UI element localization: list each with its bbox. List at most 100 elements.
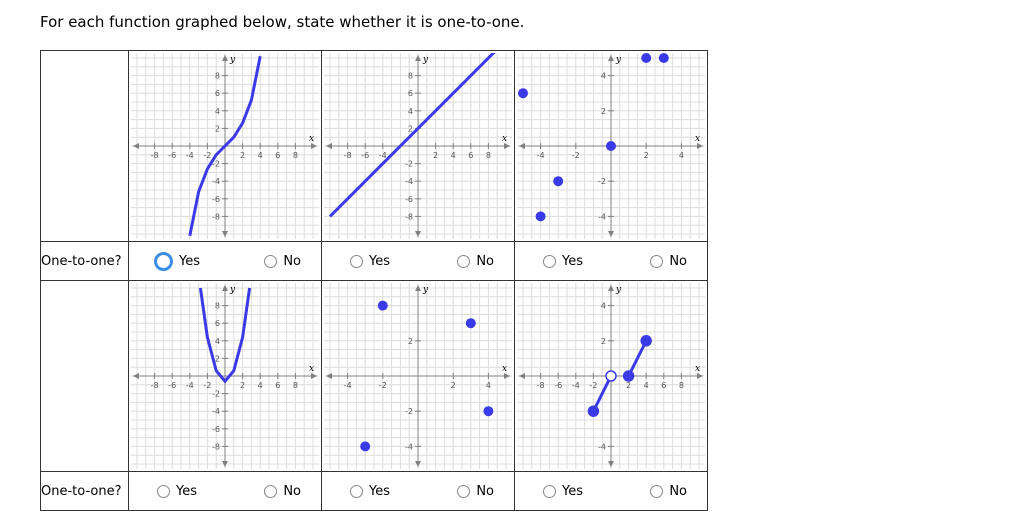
graph-cell-2: x y -8 -6 -4 2 4 6 8 8 6 4 2 -2 -4 -6 -8 [321, 50, 515, 242]
yes-option[interactable]: Yes [543, 254, 583, 269]
yes-radio[interactable] [157, 484, 170, 498]
x-tick-label: 2 [626, 381, 631, 390]
x-tick-label: 6 [275, 151, 280, 160]
x-axis-label: x [502, 134, 507, 144]
y-tick-label: -4 [405, 177, 413, 186]
no-option[interactable]: No [650, 254, 687, 269]
y-tick-label: -4 [598, 212, 606, 221]
no-option[interactable]: No [264, 484, 301, 499]
question-prompt: For each function graphed below, state w… [40, 13, 525, 31]
x-tick-label: 8 [293, 151, 298, 160]
y-tick-label: 8 [215, 72, 220, 81]
x-tick-label: 2 [433, 151, 438, 160]
no-option[interactable]: No [457, 254, 494, 269]
y-axis-label: y [229, 285, 236, 295]
x-axis-label: x [309, 364, 314, 374]
no-label: No [283, 253, 301, 269]
no-option[interactable]: No [457, 484, 494, 499]
y-axis-label: y [422, 285, 429, 295]
y-tick-label: -2 [405, 160, 413, 169]
x-tick-label: -6 [554, 381, 562, 390]
x-tick-label: -8 [344, 151, 352, 160]
no-radio[interactable] [650, 484, 664, 498]
y-tick-label: -2 [212, 390, 220, 399]
graph-5: x y -4 -2 2 4 2 -2 -4 [324, 283, 512, 469]
x-tick-label: 2 [240, 151, 245, 160]
no-radio[interactable] [264, 254, 278, 268]
yes-option[interactable]: Yes [154, 251, 200, 271]
yes-option[interactable]: Yes [350, 484, 390, 499]
y-tick-label: -4 [405, 442, 413, 451]
yes-label: Yes [369, 253, 390, 269]
y-tick-label: -2 [598, 177, 606, 186]
no-radio[interactable] [457, 484, 471, 498]
y-axis-label: y [615, 55, 622, 65]
x-tick-label: -2 [572, 151, 580, 160]
yes-option[interactable]: Yes [350, 254, 390, 269]
x-tick-label: -8 [537, 381, 545, 390]
no-radio[interactable] [264, 484, 278, 498]
yes-radio[interactable] [543, 254, 556, 268]
y-tick-label: 4 [215, 107, 220, 116]
y-tick-label: -8 [212, 212, 220, 221]
no-radio[interactable] [457, 254, 471, 268]
data-point [658, 53, 669, 63]
y-tick-label: 6 [215, 89, 220, 98]
data-point [360, 441, 371, 452]
y-tick-label: -4 [598, 442, 606, 451]
y-tick-label: -6 [212, 425, 220, 434]
y-axis-label: y [615, 285, 622, 295]
graph-3: x y -4 -2 2 4 4 2 -2 -4 [517, 53, 705, 239]
y-tick-label: 2 [215, 124, 220, 133]
y-tick-label: -6 [405, 195, 413, 204]
graph-1: x y -8 -6 -4 -2 2 4 6 8 8 6 4 2 -2 -4 -6 -8 [131, 53, 319, 239]
x-axis-label: x [695, 134, 700, 144]
no-label: No [283, 483, 301, 499]
x-tick-label: -2 [203, 381, 211, 390]
no-option[interactable]: No [264, 254, 301, 269]
function-curve [328, 53, 496, 218]
data-point [606, 141, 616, 151]
yes-radio[interactable] [350, 254, 363, 268]
x-tick-label: -4 [344, 381, 352, 390]
x-tick-label: 8 [679, 381, 684, 390]
yes-option[interactable]: Yes [157, 484, 197, 499]
no-label: No [476, 253, 494, 269]
row-label: One-to-one? [40, 471, 129, 511]
graph-cell-6: x y -8 -6 -4 -2 2 4 6 8 4 2 -4 [514, 280, 708, 472]
yes-label: Yes [562, 483, 583, 499]
y-tick-label: -4 [212, 407, 220, 416]
y-tick-label: 4 [601, 72, 606, 81]
no-option[interactable]: No [650, 484, 687, 499]
row-label: One-to-one? [40, 241, 129, 281]
graph-cell-4: x y -8 -6 -4 -2 2 4 6 8 8 6 4 2 -2 -4 -6 -8 [128, 280, 322, 472]
data-point [483, 406, 494, 417]
graph-4: x y -8 -6 -4 -2 2 4 6 8 8 6 4 2 -2 -4 -6 -8 [131, 283, 319, 469]
options-cell: Yes No [128, 241, 322, 281]
answer-row-1: One-to-one? Yes No Yes No Yes No [40, 241, 708, 281]
yes-radio[interactable] [543, 484, 556, 498]
no-radio[interactable] [650, 254, 664, 268]
y-tick-label: 2 [215, 354, 220, 363]
data-point [535, 211, 546, 222]
function-curve [198, 287, 252, 384]
closed-endpoint [622, 370, 635, 382]
closed-endpoint [640, 335, 652, 347]
yes-radio[interactable] [350, 484, 363, 498]
x-tick-label: -4 [186, 381, 194, 390]
segment [627, 340, 648, 377]
x-tick-label: -4 [572, 381, 580, 390]
graph-row-2: x y -8 -6 -4 -2 2 4 6 8 8 6 4 2 -2 -4 -6 -8 x y -4 -2 2 4 2 -2 -4… [40, 280, 708, 472]
y-tick-label: 2 [601, 107, 606, 116]
x-tick-label: 6 [468, 151, 473, 160]
open-endpoint [605, 370, 617, 382]
x-tick-label: 4 [679, 151, 684, 160]
yes-label: Yes [179, 253, 200, 269]
data-point [518, 88, 528, 99]
x-tick-label: -2 [379, 381, 387, 390]
yes-radio[interactable] [154, 251, 173, 271]
x-tick-label: 4 [451, 151, 456, 160]
no-label: No [669, 483, 687, 499]
options-cell: Yes No [514, 471, 708, 511]
yes-option[interactable]: Yes [543, 484, 583, 499]
